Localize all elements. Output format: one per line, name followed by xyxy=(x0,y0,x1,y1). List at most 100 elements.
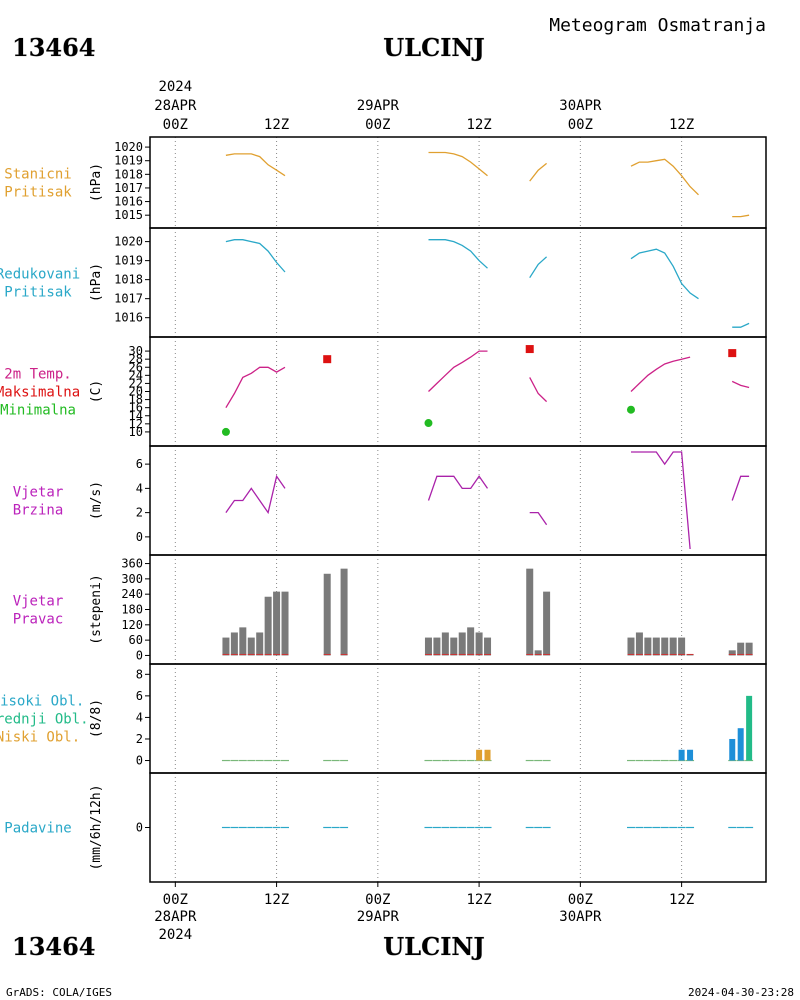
top-year-label: 2024 xyxy=(158,79,192,95)
direction-bar xyxy=(745,642,753,656)
top-hour-label: 00Z xyxy=(365,117,390,133)
bottom-hour-label: 12Z xyxy=(466,892,491,908)
min-temp-marker xyxy=(424,419,433,428)
chart-panels: 101510161017101810191020(hPa)StanicniPri… xyxy=(0,136,767,887)
panel-frame xyxy=(149,227,767,338)
y-tick-label: 1019 xyxy=(114,154,143,168)
top-time-axis: 00Z 12Z 00Z 12Z 00Z 12Z 28APR 29APR 30APR 2024 xyxy=(154,79,694,133)
footer-credit: GrADS: COLA/IGES xyxy=(6,986,112,999)
cloud-bar xyxy=(678,749,685,761)
panel-label: 2m Temp. xyxy=(4,367,71,383)
series-line xyxy=(630,248,699,300)
direction-bar xyxy=(644,637,652,656)
panel-label: Visoki Obl. xyxy=(0,694,84,710)
footer-timestamp: 2024-04-30-23:28 xyxy=(688,986,794,999)
direction-bar xyxy=(340,568,348,656)
y-tick-label: 8 xyxy=(136,667,143,681)
min-temp-marker xyxy=(221,427,230,436)
y-tick-label: 0 xyxy=(136,821,143,835)
y-axis-title: (mm/6h/12h) xyxy=(89,784,104,870)
y-axis-title: (hPa) xyxy=(89,163,104,202)
y-tick-label: 1016 xyxy=(114,195,143,209)
panel-label: Vjetar xyxy=(13,594,64,610)
top-hour-label: 12Z xyxy=(264,117,289,133)
y-tick-label: 22 xyxy=(129,376,143,390)
panel-frame xyxy=(149,136,767,229)
series-line xyxy=(529,162,548,182)
direction-bar xyxy=(450,637,458,656)
direction-bar xyxy=(441,632,449,656)
y-axis-title: (stepeni) xyxy=(89,574,104,644)
top-date-label: 28APR xyxy=(154,98,197,114)
direction-bar xyxy=(728,650,736,656)
direction-bar xyxy=(256,632,264,656)
direction-bar xyxy=(484,637,492,656)
direction-bar xyxy=(669,637,677,656)
panel-label: Niski Obl. xyxy=(0,730,80,746)
time-ticks xyxy=(174,882,683,887)
direction-bar xyxy=(635,632,643,656)
series-line xyxy=(731,475,750,501)
series-line xyxy=(225,239,286,273)
y-tick-label: 4 xyxy=(136,481,143,495)
direction-bar xyxy=(230,632,238,656)
min-temp-marker xyxy=(626,405,635,414)
bottom-year-label: 2024 xyxy=(158,927,192,943)
bottom-hour-label: 00Z xyxy=(568,892,593,908)
max-temp-marker xyxy=(728,349,737,358)
y-axis-title: (8/8) xyxy=(89,699,104,738)
y-tick-label: 4 xyxy=(136,710,143,724)
series-line xyxy=(529,256,548,279)
max-temp-marker xyxy=(525,345,534,354)
panel-frame xyxy=(149,772,767,883)
panel-vjetar_brzina: 0 2 4 6 (m/s) Vjetar Brzina xyxy=(13,445,767,556)
top-hour-label: 00Z xyxy=(568,117,593,133)
direction-bar xyxy=(678,637,686,656)
y-tick-label: 20 xyxy=(129,385,143,399)
top-hour-label: 00Z xyxy=(163,117,188,133)
series-line xyxy=(428,350,488,392)
top-hour-label: 12Z xyxy=(466,117,491,133)
y-tick-label: 24 xyxy=(129,368,143,382)
series-line xyxy=(630,356,691,392)
cloud-bar xyxy=(476,749,483,761)
direction-bar xyxy=(247,637,255,656)
cloud-bar xyxy=(737,728,744,761)
top-date-label: 30APR xyxy=(559,98,602,114)
y-tick-label: 2 xyxy=(136,506,143,520)
y-tick-label: 0 xyxy=(136,530,143,544)
series-line xyxy=(529,511,548,526)
bottom-date-label: 29APR xyxy=(357,909,400,925)
bottom-hour-label: 00Z xyxy=(163,892,188,908)
direction-bar xyxy=(458,632,466,656)
bottom-time-axis: 00Z 12Z 00Z 12Z 00Z 12Z 28APR 29APR 30APR 2024 xyxy=(154,892,694,943)
y-tick-label: 1015 xyxy=(114,208,143,222)
y-tick-label: 16 xyxy=(129,401,143,415)
direction-bar xyxy=(737,642,745,656)
direction-bar xyxy=(627,637,635,656)
direction-bar xyxy=(281,591,289,656)
series-line xyxy=(428,151,488,177)
y-tick-label: 0 xyxy=(136,754,143,768)
direction-bar xyxy=(652,637,660,656)
direction-bar xyxy=(433,637,441,656)
y-tick-label: 1018 xyxy=(114,167,143,181)
footer-station-name: ULCINJ xyxy=(383,932,484,961)
cloud-bar xyxy=(746,695,753,761)
panel-label: Padavine xyxy=(4,821,71,837)
y-tick-label: 1020 xyxy=(114,140,143,154)
y-tick-label: 12 xyxy=(129,417,143,431)
y-tick-label: 1016 xyxy=(114,311,143,325)
y-tick-label: 240 xyxy=(121,587,143,601)
max-temp-marker xyxy=(323,355,332,364)
series-line xyxy=(225,153,286,177)
direction-bar xyxy=(467,627,475,656)
direction-bar xyxy=(222,637,230,656)
top-date-label: 29APR xyxy=(357,98,400,114)
y-tick-label: 1017 xyxy=(114,181,143,195)
bottom-hour-label: 12Z xyxy=(669,892,694,908)
panel-label: Stanicni xyxy=(4,167,71,183)
direction-bar xyxy=(273,591,281,656)
